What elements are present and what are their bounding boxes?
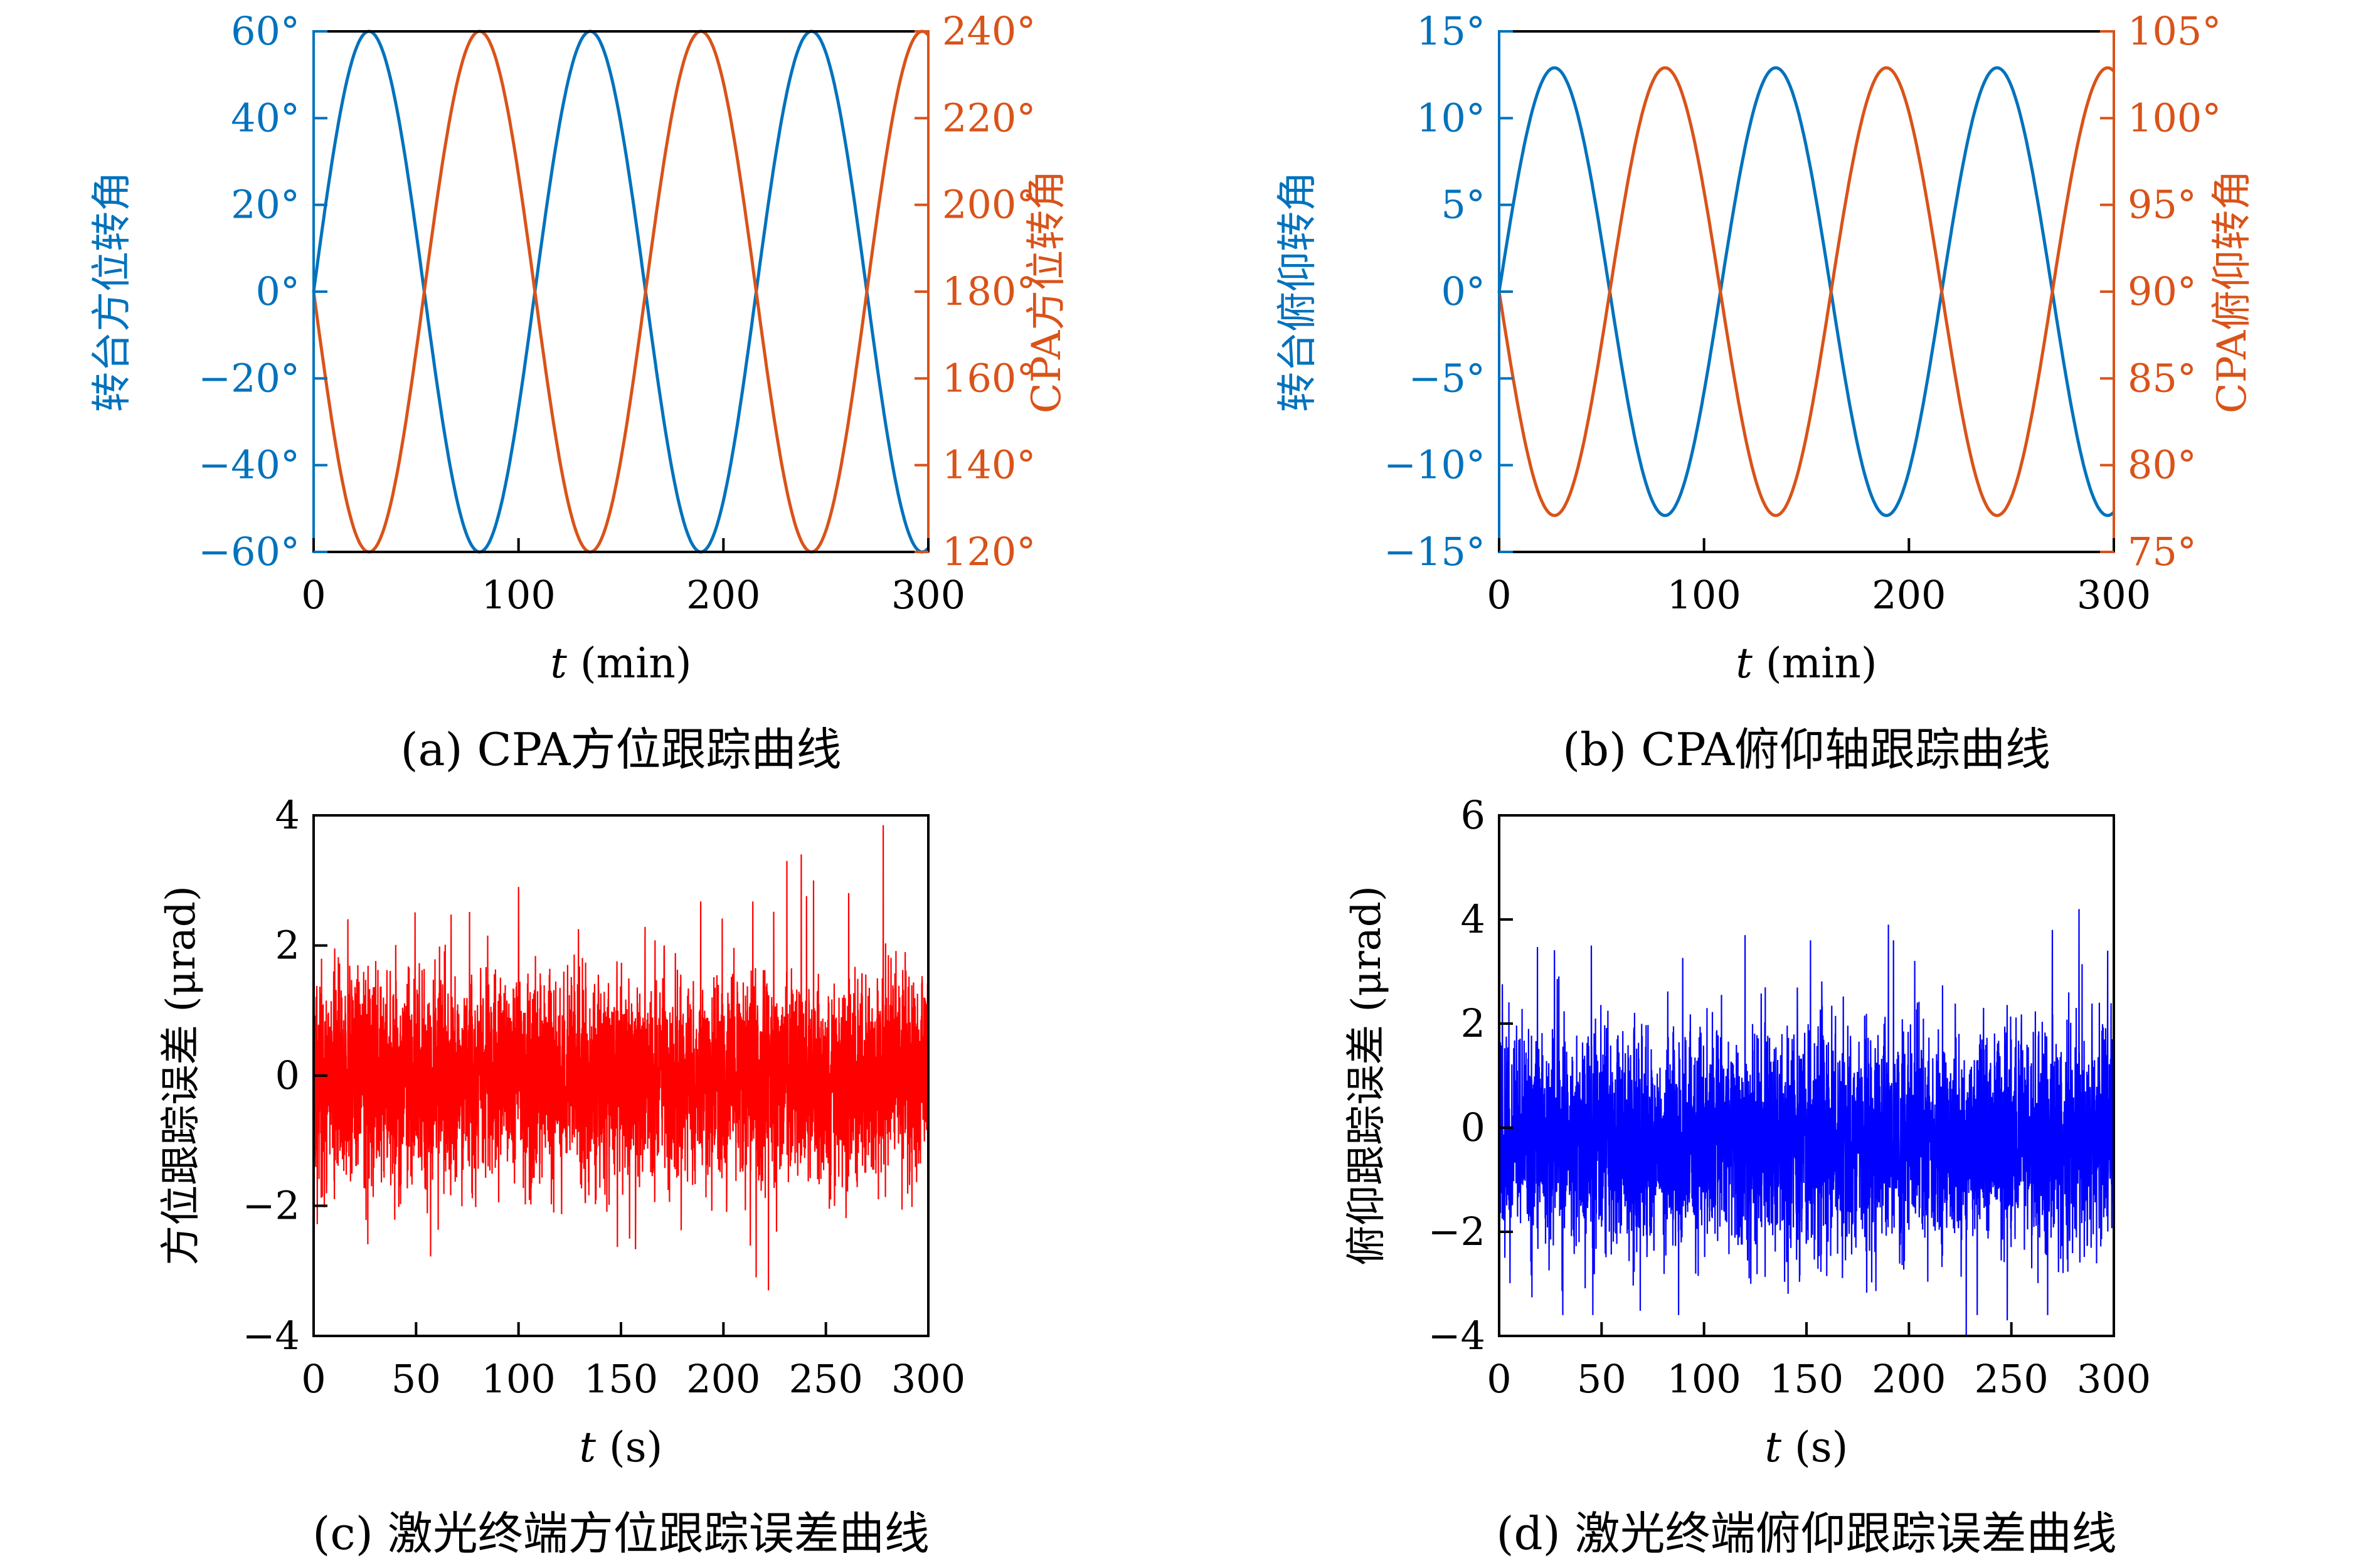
x-tick-label: 100: [481, 1356, 555, 1402]
x-tick-label: 100: [1667, 1356, 1741, 1402]
y-tick-label-left: −40°: [198, 442, 300, 488]
y-tick-label-left: 60°: [231, 8, 300, 54]
x-tick-label: 200: [1872, 1356, 1946, 1402]
x-tick-label: 150: [1769, 1356, 1843, 1402]
y-tick-label-right: 90°: [2128, 268, 2197, 314]
x-tick-label: 300: [2077, 1356, 2151, 1402]
y-tick-label-left: −20°: [198, 355, 300, 401]
y-axis-label-left: 俯仰跟踪误差 (μrad): [1344, 886, 1390, 1266]
panel-a: 0 100 200 300 60° 40° 20° 0° −20° −40° −60° 240° 220…: [0, 0, 1186, 784]
y-tick-label-left: −60°: [198, 529, 300, 575]
y-tick-label-left: 0: [275, 1052, 300, 1098]
x-tick-label: 0: [301, 572, 326, 618]
y-tick-label-left: 40°: [231, 95, 300, 140]
y-tick-label-left: 0°: [1441, 268, 1485, 314]
x-tick-label: 300: [2077, 572, 2151, 618]
pitch-tracking-error-curve: [1498, 909, 2115, 1337]
y-tick-label-right: 240°: [942, 8, 1036, 54]
x-tick-label: 50: [391, 1356, 441, 1402]
y-tick-label-left: 15°: [1416, 8, 1485, 54]
caption-a: (a) CPA方位跟踪曲线: [400, 723, 842, 776]
y-tick-label-right: 95°: [2128, 182, 2197, 228]
x-tick-label: 100: [481, 572, 555, 618]
y-tick-label-right: 80°: [2128, 442, 2197, 488]
y-tick-label-right: 140°: [942, 442, 1036, 488]
turntable-azimuth-curve: [312, 29, 930, 554]
x-tick-label: 250: [1974, 1356, 2048, 1402]
x-axis-label: t (s): [580, 1423, 663, 1471]
y-tick-label-right: 160°: [942, 355, 1036, 401]
y-tick-label-right: 220°: [942, 95, 1036, 140]
y-tick-label-left: 4: [275, 792, 300, 838]
x-tick-label: 0: [1487, 572, 1511, 618]
y-tick-label-left: −4: [243, 1313, 300, 1359]
x-tick-label: 50: [1577, 1356, 1626, 1402]
caption-d: (d) 激光终端俯仰跟踪误差曲线: [1496, 1507, 2117, 1560]
y-axis-label-right: CPA方位转角: [1024, 170, 1070, 413]
y-tick-label-left: 2: [275, 923, 300, 968]
y-tick-label-right: 180°: [942, 268, 1036, 314]
chart-d-pitch-error: 0 50 100 150 200 250 300 6 4 2 0 −2 −4 俯仰跟踪误差 (μrad) t…: [1344, 792, 2151, 1471]
y-tick-label-left: −2: [1428, 1209, 1485, 1254]
panel-c: 0 50 100 150 200 250 300 4 2 0 −2 −4 方位跟踪误差 (μrad) t …: [0, 784, 1186, 1568]
azimuth-tracking-error-curve: [312, 825, 930, 1291]
y-tick-label-right: 75°: [2128, 529, 2197, 575]
y-tick-label-left: 6: [1461, 792, 1485, 838]
chart-c-azimuth-error: 0 50 100 150 200 250 300 4 2 0 −2 −4 方位跟踪误差 (μrad) t …: [158, 792, 965, 1471]
y-axis-label-left: 方位跟踪误差 (μrad): [158, 886, 204, 1266]
y-tick-label-left: 20°: [231, 182, 300, 228]
y-tick-label-left: 0: [1461, 1104, 1485, 1150]
cpa-azimuth-curve: [312, 29, 930, 554]
y-tick-label-right: 105°: [2128, 8, 2221, 54]
y-tick-label-left: 5°: [1441, 182, 1485, 228]
y-tick-label-left: −2: [243, 1183, 300, 1229]
x-tick-label: 250: [788, 1356, 862, 1402]
y-tick-label-left: −5°: [1409, 355, 1485, 401]
y-axis-label-right: CPA俯仰转角: [2209, 170, 2256, 413]
x-tick-label: 0: [1487, 1356, 1511, 1402]
turntable-pitch-curve: [1497, 66, 2115, 517]
y-tick-label-left: 10°: [1416, 95, 1485, 140]
y-tick-label-left: −15°: [1384, 529, 1485, 575]
y-tick-label-left: 2: [1461, 1000, 1485, 1046]
panel-d: 0 50 100 150 200 250 300 6 4 2 0 −2 −4 俯仰跟踪误差 (μrad) t…: [1186, 784, 2371, 1568]
x-tick-label: 300: [891, 572, 965, 618]
x-tick-label: 200: [686, 572, 760, 618]
y-tick-label-left: 0°: [256, 268, 300, 314]
x-tick-label: 200: [1872, 572, 1946, 618]
x-tick-label: 0: [301, 1356, 326, 1402]
panel-b: 0 100 200 300 15° 10° 5° 0° −5° −10° −15° 105° 100° 9…: [1186, 0, 2371, 784]
chart-a-cpa-azimuth-tracking: 0 100 200 300 60° 40° 20° 0° −20° −40° −60° 240° 220…: [89, 8, 1070, 687]
x-tick-label: 200: [686, 1356, 760, 1402]
y-tick-label-right: 200°: [942, 182, 1036, 228]
y-tick-label-left: −4: [1428, 1313, 1485, 1359]
y-tick-label-left: 4: [1461, 896, 1485, 942]
x-tick-label: 100: [1667, 572, 1741, 618]
x-axis-label: t (min): [1736, 639, 1877, 687]
x-tick-label: 150: [584, 1356, 658, 1402]
y-tick-label-right: 100°: [2128, 95, 2221, 140]
chart-b-cpa-pitch-tracking: 0 100 200 300 15° 10° 5° 0° −5° −10° −15° 105° 100° 9…: [1275, 8, 2256, 687]
x-axis-label: t (s): [1765, 1423, 1849, 1471]
cpa-pitch-curve: [1497, 66, 2115, 517]
y-tick-label-right: 120°: [942, 529, 1036, 575]
y-tick-label-left: −10°: [1384, 442, 1485, 488]
caption-c: (c) 激光终端方位跟踪误差曲线: [312, 1507, 930, 1560]
caption-b: (b) CPA俯仰轴跟踪曲线: [1562, 723, 2051, 776]
x-tick-label: 300: [891, 1356, 965, 1402]
y-axis-label-left: 转台俯仰转角: [1275, 171, 1321, 412]
x-axis-label: t (min): [550, 639, 691, 687]
y-tick-label-right: 85°: [2128, 355, 2197, 401]
y-axis-label-left: 转台方位转角: [89, 171, 135, 412]
